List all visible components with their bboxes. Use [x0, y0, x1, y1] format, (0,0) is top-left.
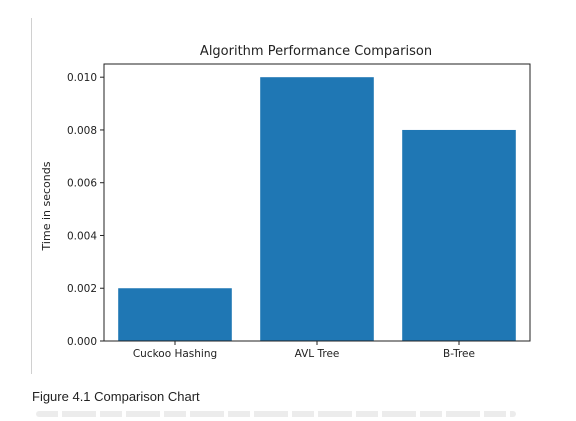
y-tick-label: 0.006	[67, 178, 97, 190]
y-tick-label: 0.000	[67, 336, 97, 348]
plot-frame	[103, 63, 531, 342]
left-margin-rule	[31, 18, 32, 374]
y-tick-label: 0.008	[67, 125, 97, 137]
bar-b-tree	[402, 129, 516, 341]
x-tick-label: AVL Tree	[295, 348, 340, 360]
figure-caption: Figure 4.1 Comparison Chart	[32, 389, 200, 404]
y-tick-label: 0.004	[67, 230, 97, 242]
x-tick-label: B-Tree	[443, 348, 475, 360]
faint-body-text	[36, 411, 516, 417]
x-tick-label: Cuckoo Hashing	[133, 348, 217, 360]
y-axis-label: Time in seconds	[40, 161, 53, 251]
bar-cuckoo-hashing	[118, 288, 232, 341]
bar-avl-tree	[260, 77, 374, 341]
y-tick-label: 0.002	[67, 283, 97, 295]
y-tick-label: 0.010	[67, 72, 97, 84]
chart-title: Algorithm Performance Comparison	[200, 44, 432, 59]
